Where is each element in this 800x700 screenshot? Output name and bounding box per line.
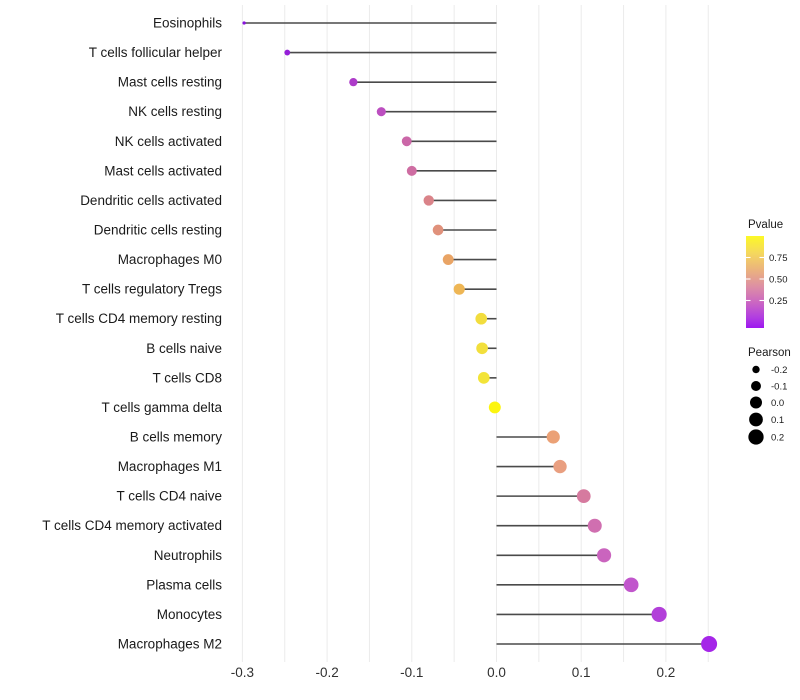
pearson-legend-title: Pearson xyxy=(748,347,791,359)
pearson-size-dot xyxy=(751,381,761,391)
gridlines-group xyxy=(241,5,709,662)
pearson-size-label: 0.2 xyxy=(771,433,784,444)
data-point xyxy=(596,548,612,563)
data-point xyxy=(587,518,602,533)
y-axis-label: Macrophages M0 xyxy=(118,252,222,267)
data-point xyxy=(488,401,501,414)
data-point xyxy=(432,224,444,236)
y-axis-label: Mast cells resting xyxy=(118,75,222,90)
pvalue-legend-title: Pvalue xyxy=(748,219,783,231)
y-axis-label: Dendritic cells resting xyxy=(94,222,222,237)
y-axis-label: Dendritic cells activated xyxy=(80,193,222,208)
data-point xyxy=(453,283,465,295)
x-axis-tick-label: 0.1 xyxy=(572,665,591,680)
y-axis-label: NK cells activated xyxy=(115,134,222,149)
data-point xyxy=(349,78,358,87)
pvalue-tick-label: 0.50 xyxy=(769,275,788,286)
x-axis-tick-label: 0.0 xyxy=(487,665,506,680)
data-point xyxy=(576,489,591,504)
x-axis-tick-label: 0.2 xyxy=(657,665,676,680)
stems-group xyxy=(244,22,710,645)
y-axis-label: T cells CD4 naive xyxy=(116,489,222,504)
data-point xyxy=(651,606,667,623)
pearson-size-dot xyxy=(750,396,762,409)
pvalue-tick-label: 0.25 xyxy=(769,296,788,307)
data-point xyxy=(423,195,434,206)
y-axis-label: B cells memory xyxy=(130,429,223,444)
y-axis-label: Mast cells activated xyxy=(104,163,222,178)
data-point xyxy=(376,107,386,117)
data-point xyxy=(553,459,567,474)
legend: Pvalue 0.75 0.50 0.25 Pearson -0.2 -0.1 0.0 0.1 0… xyxy=(746,219,791,445)
y-axis-label: Plasma cells xyxy=(146,577,222,592)
data-point xyxy=(242,21,246,25)
pearson-size-label: -0.1 xyxy=(771,382,787,393)
data-point xyxy=(401,136,412,147)
data-point xyxy=(546,430,560,444)
y-axis-label: T cells CD8 xyxy=(152,370,222,385)
y-axis-label: Macrophages M1 xyxy=(118,459,222,474)
data-point xyxy=(623,577,639,593)
data-point xyxy=(406,165,417,176)
y-axis-label: T cells gamma delta xyxy=(101,400,222,415)
data-point xyxy=(701,635,718,652)
pearson-size-dot xyxy=(752,365,760,374)
pvalue-colorbar xyxy=(746,236,764,328)
data-point xyxy=(284,49,291,56)
pvalue-tick-label: 0.75 xyxy=(769,253,788,264)
y-axis-label: Neutrophils xyxy=(154,548,223,563)
x-axis-labels: -0.3 -0.2 -0.1 0.0 0.1 0.2 xyxy=(231,665,676,680)
y-axis-label: Monocytes xyxy=(157,607,223,622)
pearson-size-label: 0.0 xyxy=(771,398,784,409)
data-point xyxy=(477,371,490,384)
x-axis-tick-label: -0.3 xyxy=(231,665,254,680)
y-axis-label: B cells naive xyxy=(146,341,222,356)
y-axis-label: T cells CD4 memory activated xyxy=(42,518,222,533)
x-axis-tick-label: -0.1 xyxy=(400,665,423,680)
pearson-size-label: -0.2 xyxy=(771,365,787,376)
pearson-size-label: 0.1 xyxy=(771,415,784,426)
y-axis-label: Eosinophils xyxy=(153,16,222,31)
y-axis-label: T cells CD4 memory resting xyxy=(56,311,222,326)
y-axis-labels: Eosinophils T cells follicular helper Mast… xyxy=(42,16,222,652)
y-axis-label: T cells follicular helper xyxy=(89,45,223,60)
pearson-size-dot xyxy=(749,412,763,427)
y-axis-label: NK cells resting xyxy=(128,104,222,119)
y-axis-label: T cells regulatory Tregs xyxy=(82,282,222,297)
y-axis-label: Macrophages M2 xyxy=(118,636,222,651)
data-point xyxy=(476,342,488,355)
pearson-size-dot xyxy=(748,429,764,445)
data-point xyxy=(442,254,454,266)
x-axis-tick-label: -0.2 xyxy=(315,665,338,680)
dots-group xyxy=(242,21,718,652)
data-point xyxy=(475,312,488,325)
